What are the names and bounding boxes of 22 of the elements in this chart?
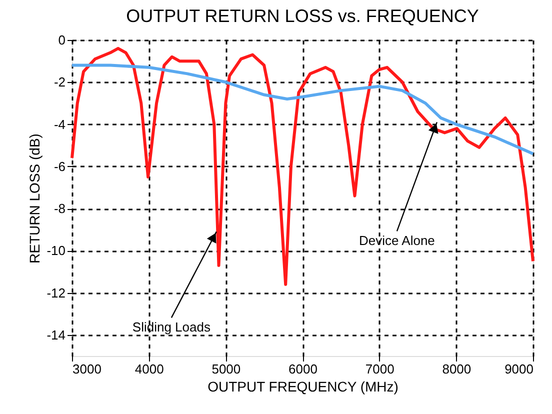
y-tick-label: -10	[46, 243, 66, 258]
y-tick-label: -2	[54, 74, 66, 90]
x-tick-label: 5000	[212, 362, 241, 376]
annotation: Sliding Loads	[132, 320, 211, 335]
x-tick-label: 4000	[134, 362, 164, 376]
x-tick-label: 7000	[365, 362, 394, 376]
y-tick-label: -12	[46, 285, 66, 300]
x-tick-label: 3000	[72, 362, 102, 376]
annotation: Device Alone	[359, 233, 435, 248]
chart-title: OUTPUT RETURN LOSS vs. FREQUENCY	[126, 6, 479, 26]
y-axis-title: RETURN LOSS (dB)	[26, 134, 43, 264]
x-tick-label: 9000	[504, 362, 534, 376]
x-axis-title: OUTPUT FREQUENCY (MHz)	[208, 378, 398, 394]
x-tick-label: 8000	[442, 362, 472, 376]
y-tick-label: -6	[54, 158, 66, 174]
line-series	[70, 64, 534, 156]
y-tick-label: -4	[54, 116, 66, 132]
y-tick-label: -8	[54, 201, 66, 216]
y-tick-label: 0	[58, 32, 66, 48]
line-series	[70, 46, 534, 286]
y-tick-label: -14	[46, 327, 66, 342]
x-tick-label: 6000	[288, 362, 318, 376]
